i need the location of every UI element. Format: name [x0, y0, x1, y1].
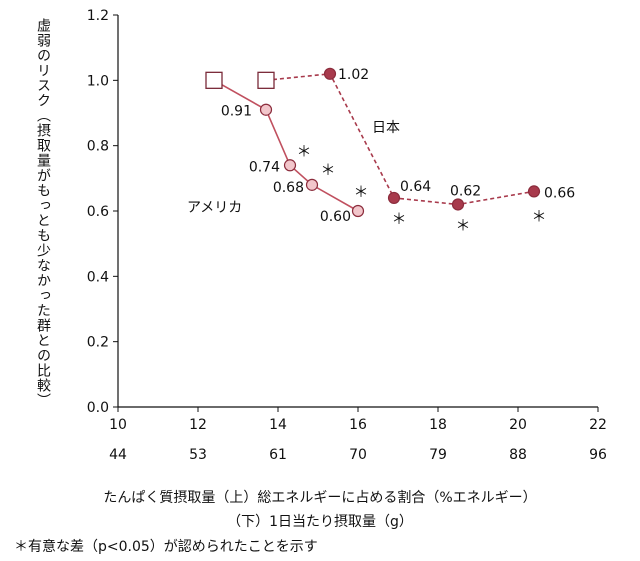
data-label: 0.74 — [249, 159, 280, 175]
y-tick-label: 0.2 — [87, 335, 109, 351]
chart-plot: 0.0 0.2 0.4 0.6 0.8 1.0 1.2 10 44 12 53 14 61 16 70 18 7… — [87, 8, 607, 463]
reference-marker — [205, 71, 223, 89]
x-tick-label-bottom: 79 — [429, 447, 447, 463]
x-axis-label-top: たんぱく質摂取量（上）総エネルギーに占める割合（%エネルギー） — [103, 490, 537, 506]
data-point — [351, 204, 365, 218]
x-tick-label-bottom: 96 — [589, 447, 607, 463]
significance-star: ＊ — [353, 183, 368, 201]
x-tick-label-top: 16 — [349, 417, 367, 433]
data-label: 0.91 — [221, 104, 252, 120]
data-label: 0.68 — [273, 180, 304, 196]
x-tick-label-top: 20 — [509, 417, 527, 433]
x-tick-label-top: 14 — [269, 417, 287, 433]
significance-star: ＊ — [296, 142, 311, 160]
significance-star: ＊ — [531, 207, 546, 225]
data-label: 0.66 — [544, 185, 575, 201]
x-tick-label-top: 10 — [109, 417, 127, 433]
data-point — [323, 67, 337, 80]
x-tick-label-bottom: 61 — [269, 447, 287, 463]
x-tick-label-top: 22 — [589, 417, 607, 433]
y-tick-label: 0.8 — [87, 139, 109, 155]
significance-footnote: ＊有意な差（p<0.05）が認められたことを示す — [14, 539, 318, 555]
data-point — [451, 198, 465, 211]
data-label: 1.02 — [338, 67, 369, 83]
y-axis-label: 虚弱のリスク（摂取量がもっとも少なかった群との比較） — [35, 18, 51, 408]
x-tick-label-top: 12 — [189, 417, 207, 433]
x-tick-label-bottom: 44 — [109, 447, 127, 463]
significance-star: ＊ — [320, 161, 335, 179]
data-label: 0.60 — [320, 209, 351, 225]
y-tick-label: 0.4 — [87, 269, 109, 285]
reference-marker — [257, 71, 275, 89]
y-tick-label: 1.2 — [87, 8, 109, 24]
x-axis-label-bottom: （下）1日当たり摂取量（g） — [227, 514, 413, 530]
series-label-usa: アメリカ — [187, 200, 242, 216]
data-point — [387, 191, 401, 205]
series-label-japan: 日本 — [372, 120, 400, 136]
significance-star: ＊ — [391, 210, 406, 228]
x-tick-label-bottom: 70 — [349, 447, 367, 463]
significance-star: ＊ — [455, 216, 470, 234]
x-tick-label-bottom: 88 — [509, 447, 527, 463]
data-point — [305, 178, 319, 191]
data-point — [259, 103, 273, 116]
data-label: 0.62 — [450, 183, 481, 199]
data-point — [527, 185, 541, 198]
y-tick-label: 1.0 — [87, 73, 109, 89]
data-label: 0.64 — [400, 179, 431, 195]
y-tick-label: 0.0 — [87, 400, 109, 416]
x-tick-label-top: 18 — [429, 417, 447, 433]
data-point — [283, 159, 297, 172]
y-tick-label: 0.6 — [87, 204, 109, 220]
x-tick-label-bottom: 53 — [189, 447, 207, 463]
